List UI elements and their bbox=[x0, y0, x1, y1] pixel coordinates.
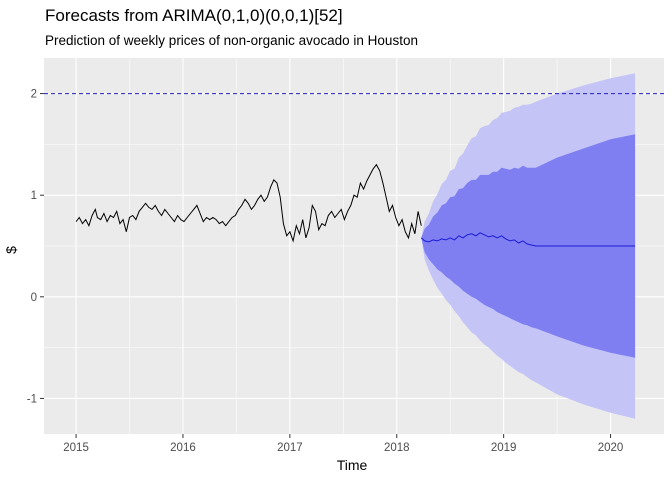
x-tick-label: 2017 bbox=[277, 442, 303, 454]
chart-subtitle: Prediction of weekly prices of non-organ… bbox=[45, 33, 418, 48]
x-tick-label: 2016 bbox=[170, 442, 196, 454]
axis-ticks: 2015 2016 2017 2018 2019 2020 -1 0 1 2 bbox=[27, 89, 624, 454]
x-tick-label: 2019 bbox=[491, 442, 517, 454]
x-tick-label: 2018 bbox=[384, 442, 410, 454]
x-tick-label: 2015 bbox=[63, 442, 89, 454]
observed-series-line bbox=[75, 163, 422, 243]
y-axis-title: $ bbox=[3, 246, 19, 254]
series-lines bbox=[44, 93, 664, 247]
chart-title: Forecasts from ARIMA(0,1,0)(0,0,1)[52] bbox=[45, 6, 343, 25]
prediction-interval-80 bbox=[421, 134, 636, 358]
prediction-intervals bbox=[421, 73, 636, 419]
forecast-series-line bbox=[420, 232, 636, 247]
y-tick-label: -1 bbox=[27, 393, 37, 405]
y-tick-label: 0 bbox=[31, 292, 37, 304]
y-tick-label: 1 bbox=[31, 190, 37, 202]
y-tick-label: 2 bbox=[31, 89, 37, 101]
x-tick-label: 2020 bbox=[598, 442, 624, 454]
x-axis-title: Time bbox=[337, 457, 368, 473]
